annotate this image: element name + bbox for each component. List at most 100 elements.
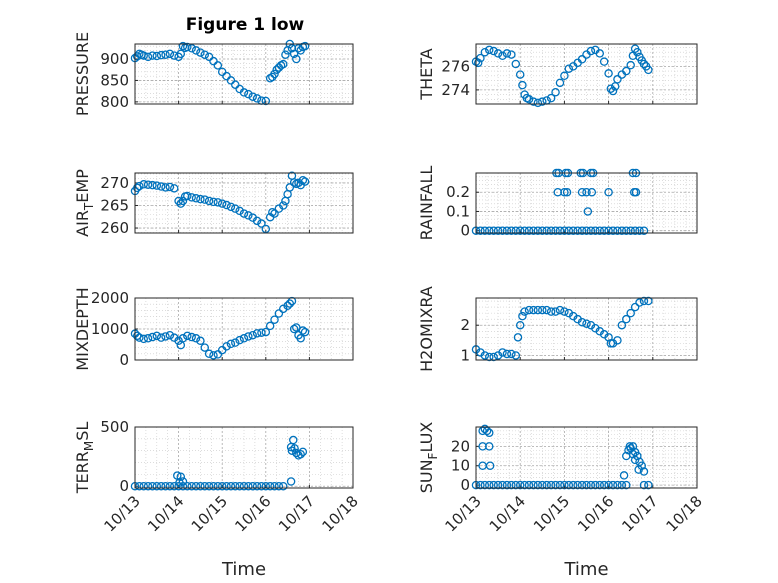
data-point	[148, 481, 157, 491]
axes-box	[134, 172, 354, 234]
data-point	[639, 480, 649, 490]
panel-2: 274 276 THETA	[417, 43, 698, 108]
data-point	[564, 226, 574, 235]
y-tick-label: 850	[100, 71, 129, 89]
data-point	[639, 59, 649, 69]
data-point	[265, 321, 275, 331]
data-point	[261, 327, 271, 337]
y-axis-label: AIRTEMP	[73, 169, 96, 237]
data-point	[143, 180, 153, 189]
data-point	[270, 315, 279, 324]
data-point	[285, 183, 295, 192]
data-point	[176, 49, 186, 59]
axes-box	[475, 172, 698, 234]
data-point	[191, 194, 201, 203]
data-point	[292, 323, 301, 332]
data-point	[143, 481, 153, 491]
data-point	[613, 480, 622, 490]
y-tick-label: 276	[441, 57, 470, 75]
data-point	[191, 481, 201, 491]
data-point	[286, 442, 296, 452]
data-point	[595, 226, 605, 235]
data-point	[265, 481, 275, 491]
y-tick-label: 1	[460, 346, 470, 364]
data-point	[204, 481, 214, 491]
data-point	[244, 332, 253, 341]
data-point	[174, 336, 183, 346]
x-tick-label: 10/18	[663, 492, 706, 535]
data-point	[613, 75, 622, 84]
data-point	[480, 351, 490, 360]
data-point	[226, 339, 236, 349]
data-point	[498, 226, 507, 235]
data-point	[493, 49, 503, 58]
data-point	[507, 226, 516, 235]
data-point	[485, 442, 494, 451]
data-point	[183, 191, 192, 201]
data-point	[533, 226, 543, 235]
data-point	[244, 481, 253, 491]
data-point	[555, 78, 565, 88]
data-point	[582, 187, 591, 197]
data-point	[633, 47, 642, 57]
data-point	[222, 481, 231, 491]
data-point	[582, 480, 591, 490]
data-point	[529, 226, 538, 235]
data-point	[270, 481, 279, 491]
y-axis-label: RAINFALL	[417, 166, 436, 241]
x-tick-label: 10/14	[486, 492, 529, 535]
data-point	[524, 95, 534, 104]
data-point	[278, 59, 288, 69]
data-point	[148, 332, 157, 342]
data-point	[296, 449, 305, 459]
data-point	[278, 201, 288, 210]
data-point	[298, 326, 308, 335]
data-point	[261, 481, 271, 491]
data-point	[289, 49, 299, 59]
data-point	[639, 467, 649, 476]
data-point	[604, 480, 613, 490]
data-point	[135, 181, 144, 191]
data-point	[476, 480, 485, 490]
data-point	[529, 480, 538, 490]
data-point	[485, 45, 494, 55]
panel-6: 1 2 H2OMIXRA	[417, 286, 698, 372]
y-tick-label: 2000	[91, 289, 129, 307]
data-point	[135, 481, 144, 491]
x-tick-label: 10/17	[275, 492, 318, 535]
data-point	[231, 80, 240, 89]
data-point	[281, 50, 290, 59]
data-point	[480, 47, 490, 57]
data-point	[568, 226, 578, 235]
data-point	[183, 42, 192, 52]
data-point	[591, 226, 600, 235]
data-point	[617, 320, 627, 330]
data-point	[538, 480, 547, 490]
data-point	[626, 60, 635, 70]
y-tick-label: 270	[100, 174, 129, 192]
data-point	[196, 194, 205, 204]
data-point	[289, 324, 299, 334]
data-point	[551, 226, 560, 235]
data-point	[538, 97, 547, 106]
data-point	[546, 93, 556, 103]
x-tick-label: 10/13	[442, 492, 485, 535]
data-point	[551, 87, 560, 97]
data-point	[586, 480, 596, 490]
panel-8: 10/13 10/14 10/15 10/16 10/17 10/18 010 20 SUNFL…	[417, 422, 706, 580]
data-point	[235, 206, 244, 216]
data-point	[176, 472, 186, 481]
x-tick-label: 10/14	[144, 492, 187, 535]
data-point	[298, 447, 308, 457]
data-point	[248, 330, 257, 340]
data-point	[473, 58, 483, 68]
data-point	[174, 196, 183, 206]
data-point	[608, 480, 618, 490]
data-point	[139, 334, 148, 344]
data-point	[582, 319, 591, 328]
data-point	[599, 57, 609, 66]
data-point	[132, 183, 142, 193]
data-point	[630, 455, 640, 465]
data-point	[300, 41, 310, 51]
